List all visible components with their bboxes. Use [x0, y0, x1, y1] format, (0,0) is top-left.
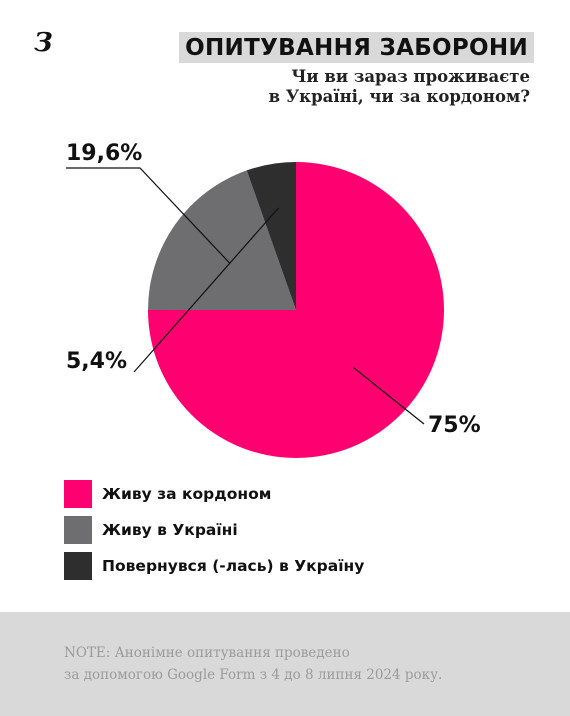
legend-label: Живу за кордоном: [102, 485, 272, 503]
legend-swatch: [64, 552, 92, 580]
legend-label: Живу в Україні: [102, 521, 238, 539]
survey-note: NOTE: Анонімне опитування проведено за д…: [64, 642, 504, 686]
brand-logo: З: [34, 28, 53, 58]
slice-percent-label: 75%: [428, 413, 481, 438]
legend-swatch: [64, 480, 92, 508]
page-title: ОПИТУВАННЯ ЗАБОРОНИ: [185, 35, 528, 61]
slice-percent-label: 5,4%: [66, 349, 127, 374]
legend-item: Живу за кордоном: [64, 480, 364, 508]
pie-slice: [246, 162, 296, 310]
leader-line: [66, 167, 230, 264]
legend-item: Живу в Україні: [64, 516, 364, 544]
pie-chart: 75% 19,6% 5,4%: [66, 141, 481, 458]
footer: NOTE: Анонімне опитування проведено за д…: [0, 612, 570, 716]
chart-question: Чи ви зараз проживаєте в Україні, чи за …: [230, 67, 530, 107]
legend: Живу за кордоном Живу в Україні Повернув…: [64, 480, 364, 588]
leader-line: [353, 367, 425, 425]
legend-label: Повернувся (-лась) в Україну: [102, 557, 365, 575]
legend-swatch: [64, 516, 92, 544]
slice-percent-label: 19,6%: [66, 141, 142, 166]
question-line-2: в Україні, чи за кордоном?: [268, 87, 530, 106]
title-box: ОПИТУВАННЯ ЗАБОРОНИ: [179, 32, 534, 63]
leader-line: [133, 207, 279, 373]
note-line-1: NOTE: Анонімне опитування проведено: [64, 645, 350, 661]
legend-item: Повернувся (-лась) в Україну: [64, 552, 364, 580]
question-line-1: Чи ви зараз проживаєте: [291, 67, 530, 86]
pie-slice: [148, 170, 296, 310]
note-line-2: за допомогою Google Form з 4 до 8 липня …: [64, 667, 443, 683]
